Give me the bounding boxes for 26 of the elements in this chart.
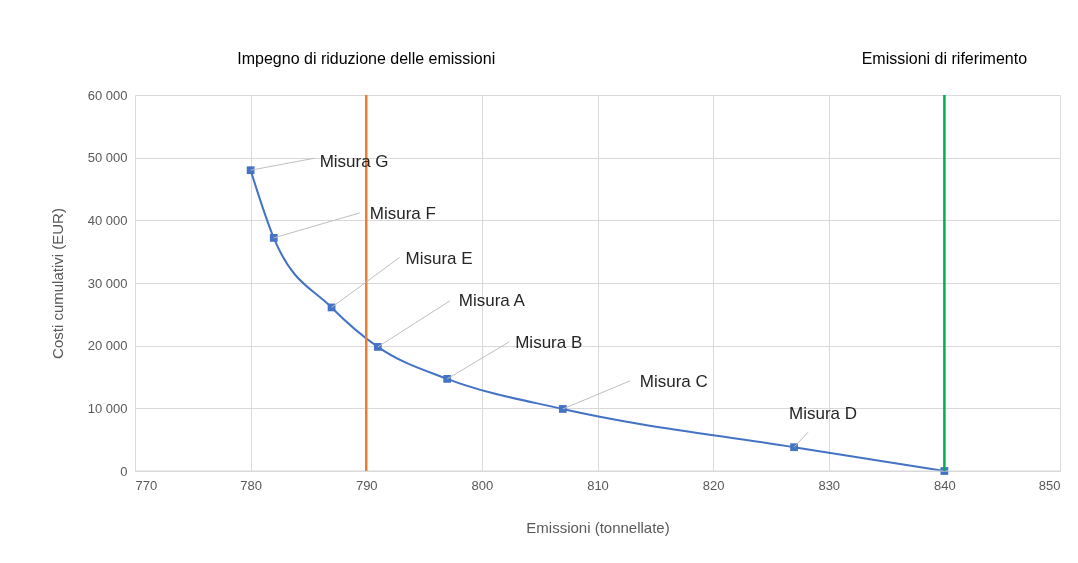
y-tick-label: 50 000 [87, 150, 128, 166]
y-tick-label: 30 000 [87, 275, 128, 291]
y-tick-label: 40 000 [87, 212, 128, 228]
y-tick-label: 10 000 [87, 400, 128, 416]
y-tick-label: 60 000 [87, 87, 128, 103]
x-tick-label: 840 [934, 477, 956, 493]
x-tick-label: 770 [135, 477, 158, 493]
y-tick-label: 20 000 [87, 338, 128, 354]
ref-line-label: Emissioni di riferimento [861, 50, 1028, 67]
x-tick-label: 810 [587, 477, 609, 493]
annotation: Misura E [405, 249, 473, 269]
x-tick-label: 790 [355, 477, 378, 493]
x-tick-label: 800 [471, 477, 494, 493]
ref-line-label: Impegno di riduzione delle emissioni [237, 50, 496, 67]
annotation: Misura D [789, 404, 858, 424]
x-axis-title: Emissioni (tonnellate) [526, 518, 670, 536]
annotation: Misura B [515, 332, 583, 352]
y-tick-label: 0 [120, 463, 128, 479]
y-axis-title: Costi cumulativi (EUR) [48, 208, 66, 359]
x-tick-label: 830 [818, 477, 841, 493]
annotation: Misura C [639, 371, 708, 391]
x-tick-label: 820 [702, 477, 725, 493]
x-tick-label: 780 [240, 477, 262, 493]
x-tick-label: 850 [1038, 477, 1061, 493]
annotation: Misura A [458, 290, 526, 310]
annotation: Misura F [369, 203, 436, 223]
